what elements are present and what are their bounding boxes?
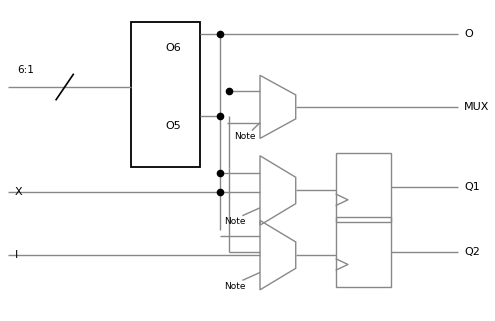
Bar bbox=[336, 217, 391, 287]
Text: Note: Note bbox=[224, 282, 246, 291]
Text: I: I bbox=[15, 250, 18, 260]
Text: 6:1: 6:1 bbox=[17, 65, 34, 75]
Text: MUX: MUX bbox=[464, 102, 489, 112]
Text: Q2: Q2 bbox=[464, 247, 480, 257]
Text: O: O bbox=[464, 29, 473, 39]
Bar bbox=[131, 22, 200, 167]
Text: X: X bbox=[15, 187, 22, 197]
Bar bbox=[336, 152, 391, 222]
Text: O6: O6 bbox=[165, 43, 181, 53]
Text: Note: Note bbox=[234, 132, 255, 141]
Text: Note: Note bbox=[224, 217, 246, 226]
Text: O5: O5 bbox=[165, 121, 181, 131]
Text: Q1: Q1 bbox=[464, 182, 480, 192]
